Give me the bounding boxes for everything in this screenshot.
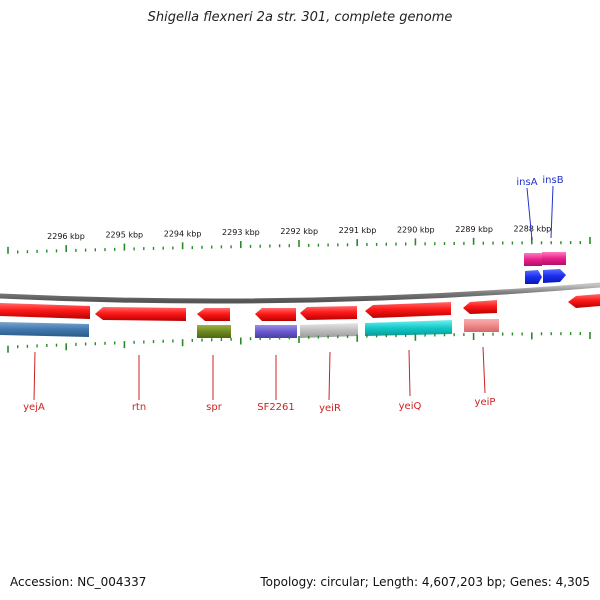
leader-insB [550, 185, 554, 239]
gene-feature-insA[interactable] [524, 253, 542, 266]
product-feature-yejA[interactable] [0, 322, 89, 337]
gene-label-yejA[interactable]: yejA [23, 402, 45, 413]
ins-track [524, 252, 566, 284]
gene-label-yeiQ[interactable]: yeiQ [399, 401, 422, 412]
product-feature-yeiR[interactable] [300, 323, 358, 338]
scale-label: 2291 kbp [339, 226, 377, 235]
gene-label-SF2261[interactable]: SF2261 [257, 402, 295, 413]
product-feature-yeiQ[interactable] [365, 320, 452, 336]
product-feature-insA[interactable] [525, 270, 542, 284]
scale-label: 2290 kbp [397, 225, 435, 234]
map-title: Shigella flexneri 2a str. 301, complete … [147, 10, 453, 25]
leader-yeiR [328, 351, 331, 401]
gene-label-yeiR[interactable]: yeiR [319, 403, 341, 414]
product-feature-insB[interactable] [543, 269, 566, 283]
leader-insA [526, 187, 533, 241]
product-feature-spr[interactable] [197, 325, 231, 338]
gene-label-yeiP[interactable]: yeiP [475, 397, 496, 408]
gene-feature-yejA[interactable] [0, 303, 90, 319]
scale-label: 2292 kbp [280, 227, 318, 236]
gene-feature-rtn[interactable] [95, 307, 186, 321]
genome-summary-text: Topology: circular; Length: 4,607,203 bp… [260, 575, 590, 589]
gene-label-insB[interactable]: insB [542, 175, 563, 186]
leader-yejA [33, 351, 36, 401]
product-track [0, 319, 499, 338]
gene-label-rtn[interactable]: rtn [132, 402, 146, 413]
genome-backbone [0, 282, 600, 304]
scale-label: 2288 kbp [514, 224, 552, 233]
scale-ticks-bottom [7, 332, 591, 353]
gene-feature-spr[interactable] [197, 308, 230, 321]
product-feature-SF2261[interactable] [255, 325, 297, 338]
gene-labels: yejA rtn spr SF2261 yeiR yeiQ yeiP insA … [23, 175, 564, 414]
gene-label-spr[interactable]: spr [206, 402, 223, 413]
scale-ticks-top [7, 237, 591, 254]
scale-label: 2294 kbp [164, 229, 202, 238]
leader-yeiQ [408, 349, 411, 397]
scale-label: 2289 kbp [455, 225, 493, 234]
scale-labels: 2296 kbp 2295 kbp 2294 kbp 2293 kbp 2292 kbp… [47, 224, 551, 241]
leader-yeiP [482, 346, 486, 394]
gene-feature-insB[interactable] [542, 252, 566, 265]
gene-feature-yeiP[interactable] [463, 300, 497, 314]
accession-text: Accession: NC_004337 [10, 575, 147, 589]
scale-label: 2293 kbp [222, 228, 260, 237]
gene-feature-edge[interactable] [568, 294, 600, 308]
scale-label: 2295 kbp [105, 231, 143, 240]
gene-feature-SF2261[interactable] [255, 308, 296, 321]
cds-track [0, 294, 600, 321]
scale-label: 2296 kbp [47, 232, 85, 241]
gene-feature-yeiQ[interactable] [365, 302, 451, 318]
gene-feature-yeiR[interactable] [300, 306, 357, 320]
product-feature-yeiP[interactable] [464, 319, 499, 332]
gene-label-insA[interactable]: insA [516, 177, 537, 188]
